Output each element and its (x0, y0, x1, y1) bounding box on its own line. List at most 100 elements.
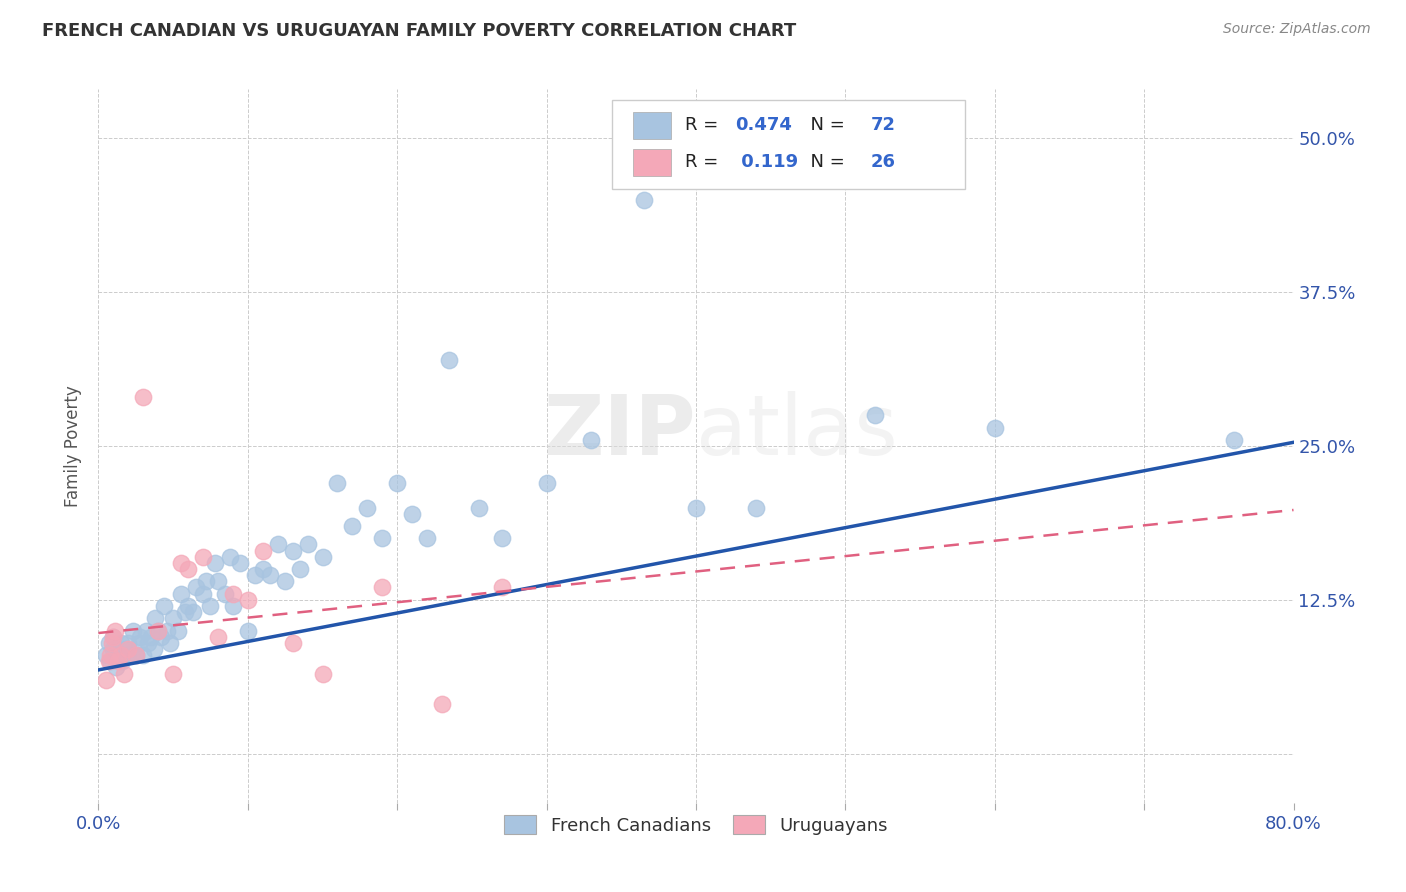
Point (200, 599, 222, 613)
Point (136, 636, 159, 650)
Point (129, 630, 152, 644)
Point (191, 549, 214, 564)
Point (114, 642, 136, 657)
Point (281, 543, 304, 558)
Point (125, 648, 148, 662)
FancyBboxPatch shape (613, 100, 965, 189)
Point (159, 636, 181, 650)
Point (169, 587, 191, 601)
Text: Source: ZipAtlas.com: Source: ZipAtlas.com (1223, 22, 1371, 37)
Point (204, 556, 226, 570)
Point (207, 630, 229, 644)
Point (356, 500, 378, 515)
Point (281, 636, 304, 650)
Point (288, 562, 311, 576)
Point (103, 642, 125, 657)
Point (342, 519, 364, 533)
Point (491, 581, 513, 595)
Point (148, 624, 170, 638)
Point (252, 543, 274, 558)
Text: N =: N = (799, 153, 851, 171)
Point (153, 599, 176, 613)
Point (371, 531, 394, 545)
Point (685, 500, 707, 515)
Point (94, 648, 117, 662)
Point (101, 636, 124, 650)
Point (326, 475, 349, 490)
Point (107, 654, 129, 668)
Point (371, 581, 394, 595)
Point (745, 500, 768, 515)
Point (111, 654, 134, 668)
Point (207, 574, 229, 589)
Text: N =: N = (799, 116, 851, 134)
Point (245, 568, 267, 582)
Point (143, 611, 166, 625)
Point (132, 648, 155, 662)
Point (219, 549, 242, 564)
Point (536, 475, 558, 490)
Point (191, 587, 214, 601)
Point (120, 648, 142, 662)
Point (156, 624, 179, 638)
Point (416, 531, 439, 545)
Text: FRENCH CANADIAN VS URUGUAYAN FAMILY POVERTY CORRELATION CHART: FRENCH CANADIAN VS URUGUAYAN FAMILY POVE… (42, 22, 796, 40)
Point (491, 531, 513, 545)
Point (103, 630, 125, 644)
Point (162, 666, 184, 681)
Point (94, 673, 117, 687)
Point (139, 630, 162, 644)
Point (184, 581, 207, 595)
Point (274, 574, 297, 589)
Point (214, 587, 236, 601)
Text: R =: R = (685, 153, 724, 171)
Point (135, 624, 157, 638)
Point (633, 193, 655, 207)
Text: atlas: atlas (696, 392, 897, 472)
Point (98, 654, 122, 668)
Point (162, 611, 184, 625)
Point (195, 574, 218, 589)
Point (97, 636, 120, 650)
Point (468, 500, 491, 515)
Point (128, 636, 150, 650)
Point (98, 648, 122, 662)
Text: 72: 72 (870, 116, 896, 134)
Point (150, 630, 173, 644)
Point (177, 599, 200, 613)
Point (297, 537, 319, 551)
Point (166, 624, 188, 638)
Point (110, 648, 132, 662)
Point (104, 624, 127, 638)
Point (115, 648, 138, 662)
Point (401, 507, 423, 521)
Point (177, 562, 200, 576)
Point (236, 592, 259, 607)
Point (112, 666, 135, 681)
Point (110, 636, 132, 650)
Text: 0.474: 0.474 (735, 116, 793, 134)
Point (236, 624, 259, 638)
Point (222, 599, 245, 613)
Point (117, 636, 139, 650)
Point (132, 390, 155, 404)
Point (97, 654, 120, 668)
Point (121, 624, 143, 638)
Point (865, 409, 887, 423)
Point (581, 433, 603, 447)
Point (385, 475, 409, 490)
Point (1223, 433, 1246, 447)
Text: ZIP: ZIP (544, 392, 696, 472)
Point (117, 642, 139, 657)
Text: 0.119: 0.119 (735, 153, 799, 171)
Point (148, 624, 170, 638)
Text: 26: 26 (870, 153, 896, 171)
FancyBboxPatch shape (633, 149, 671, 176)
Point (125, 648, 148, 662)
Point (107, 648, 129, 662)
Point (430, 698, 453, 712)
Point (984, 420, 1007, 434)
Point (142, 642, 165, 657)
Point (181, 605, 204, 619)
Text: R =: R = (685, 116, 724, 134)
